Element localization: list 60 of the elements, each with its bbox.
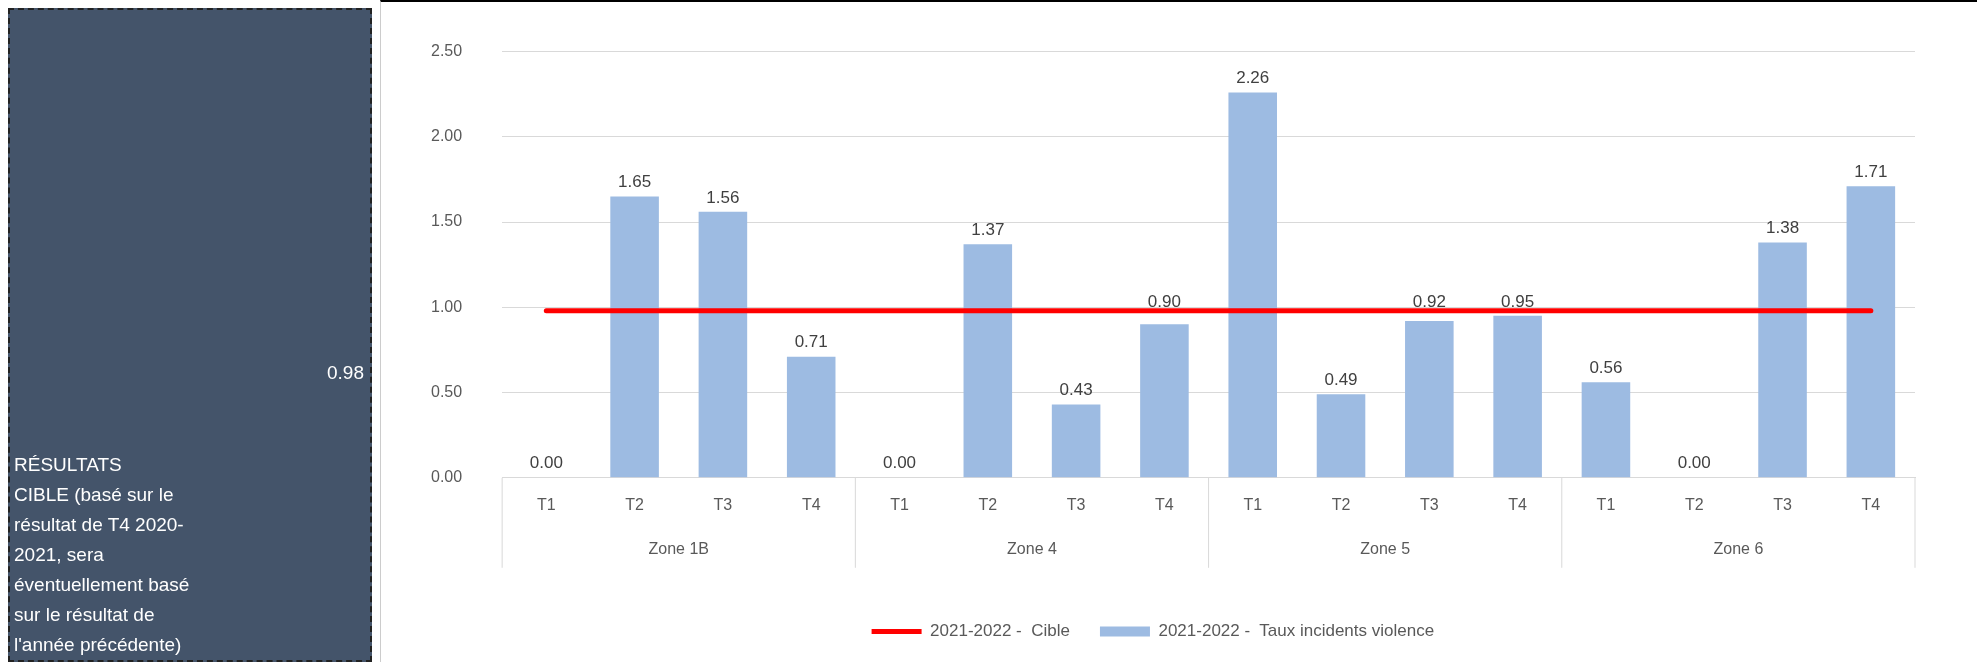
y-tick-label: 0.50	[431, 382, 463, 400]
data-label: 2.26	[1236, 68, 1270, 88]
bar	[1405, 320, 1454, 478]
x-tick-label: T4	[801, 495, 821, 513]
legend-label: 2021-2022 - Taux incidents violence	[1158, 621, 1435, 641]
x-tick-label: T2	[978, 495, 998, 513]
bar	[1758, 242, 1807, 478]
x-tick-label: T3	[713, 495, 733, 513]
data-label: 0.56	[1589, 358, 1623, 378]
x-tick-label: T1	[536, 495, 556, 513]
bar	[1493, 315, 1542, 478]
data-label: 0.95	[1501, 291, 1535, 311]
data-label: 0.90	[1147, 292, 1181, 312]
bar	[698, 211, 748, 478]
text: Zone 5	[1360, 540, 1411, 558]
bar	[963, 244, 1013, 478]
data-label: 0.49	[1324, 369, 1358, 389]
data-label: 1.65	[618, 172, 652, 192]
x-tick-label: T4	[1861, 495, 1881, 513]
data-label: 0.92	[1412, 292, 1446, 312]
y-tick-label: 2.50	[431, 42, 463, 60]
x-tick-label: T3	[1773, 495, 1792, 513]
y-tick-label: 1.00	[431, 297, 463, 315]
data-label: 0.00	[1677, 453, 1711, 473]
text: Zone 4	[1007, 540, 1057, 558]
x-tick-label: T4	[1155, 495, 1174, 513]
bar	[1228, 92, 1278, 478]
data-label: 0.00	[882, 453, 917, 473]
data-label: 1.56	[706, 187, 740, 207]
data-label: 1.38	[1766, 218, 1800, 238]
bar	[610, 196, 659, 478]
x-tick-label: T2	[625, 495, 645, 513]
text: RÉSULTATS	[14, 453, 123, 477]
x-tick-label: T4	[1508, 495, 1528, 513]
data-label: 1.71	[1854, 161, 1888, 181]
x-tick-label: T1	[1243, 495, 1263, 513]
data-label: 0.00	[529, 453, 563, 473]
bar	[1846, 186, 1896, 478]
x-tick-label: T3	[1066, 495, 1086, 513]
bar	[1581, 382, 1631, 478]
text: Zone 6	[1713, 540, 1764, 558]
x-tick-label: T2	[1331, 495, 1351, 513]
data-label: 0.71	[794, 332, 828, 352]
x-tick-label: T2	[1684, 495, 1704, 513]
y-tick-label: 0.00	[431, 468, 463, 486]
data-label: 1.37	[971, 219, 1005, 239]
text: 0.98	[327, 361, 364, 385]
x-tick-label: T1	[890, 495, 909, 513]
bar	[1140, 324, 1189, 478]
text: CIBLE (basé sur le résultat de T4 2020-2021, sera éventuellement basé sur le résultat de l'année précédente)	[14, 483, 191, 657]
legend-label: 2021-2022 - Cible	[930, 621, 1070, 641]
y-tick-label: 2.00	[431, 127, 463, 145]
bar	[1051, 404, 1101, 478]
x-tick-label: T1	[1596, 495, 1616, 513]
data-label: 0.43	[1059, 380, 1093, 400]
x-tick-label: T3	[1419, 495, 1439, 513]
y-tick-label: 1.50	[431, 212, 463, 230]
text: Zone 1B	[648, 540, 709, 558]
bar	[1316, 394, 1366, 478]
bar	[786, 356, 836, 478]
